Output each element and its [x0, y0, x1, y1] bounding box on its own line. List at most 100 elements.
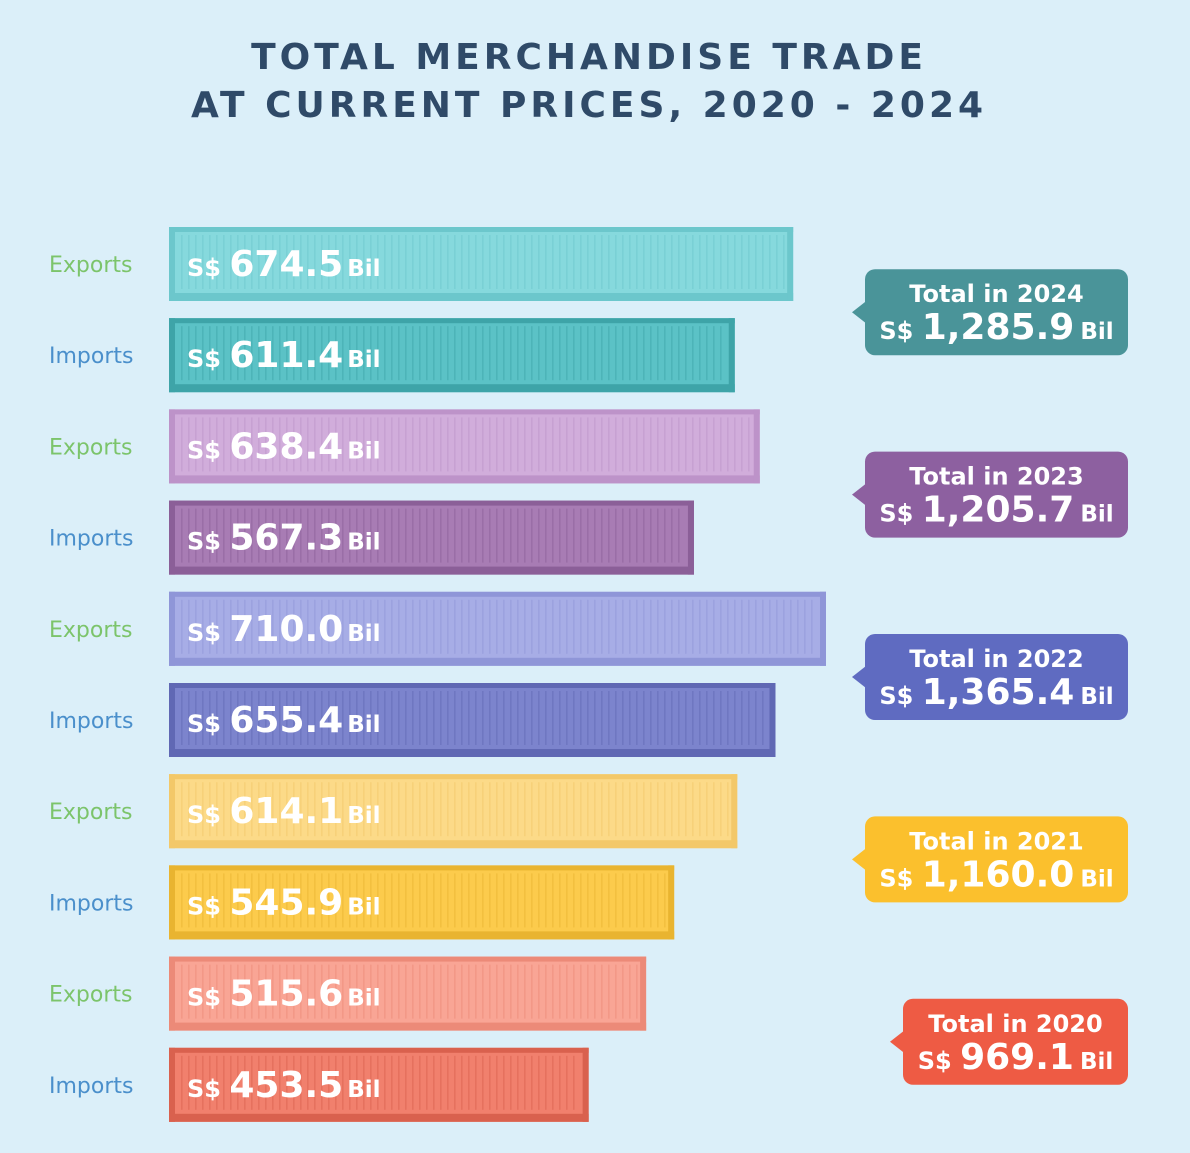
- container-bottom-rail: [169, 657, 826, 666]
- container-right-post: [582, 1047, 589, 1122]
- exports-bar-body-2021: [169, 774, 738, 849]
- container-left-post: [169, 318, 175, 393]
- container-left-post: [169, 409, 175, 484]
- container-bottom-rail: [169, 566, 694, 575]
- badge-pointer: [890, 1030, 904, 1053]
- exports-value-label-2020: S$ 515.6 Bil: [187, 974, 381, 1015]
- imports-value-label-2023: S$ 567.3 Bil: [187, 518, 381, 559]
- container-bottom-rail: [169, 1022, 647, 1031]
- container-bottom-rail: [169, 749, 776, 757]
- container-right-post: [820, 591, 826, 666]
- imports-label-2021: Imports: [49, 891, 133, 916]
- container-left-post: [169, 865, 175, 940]
- container-right-post: [769, 683, 776, 757]
- container-bottom-rail: [169, 840, 738, 849]
- exports-bar-2023: S$ 638.4 Bil: [169, 409, 760, 484]
- chart-title: TOTAL MERCHANDISE TRADE AT CURRENT PRICE…: [0, 34, 1178, 130]
- container-top-rail: [169, 318, 735, 324]
- container-ribs: [181, 417, 750, 472]
- imports-value-label-2024: S$ 611.4 Bil: [187, 335, 381, 376]
- container-top-rail: [169, 1047, 589, 1053]
- container-top-rail: [169, 683, 776, 688]
- container-ribs: [181, 782, 729, 837]
- chart-title-line2: AT CURRENT PRICES, 2020 - 2024: [190, 85, 988, 126]
- exports-value-label-2024: S$ 674.5 Bil: [187, 244, 381, 285]
- container-left-post: [169, 956, 175, 1031]
- year-group-2021: Exports S$ 614.1 Bil Imports S$ 545.9 Bil Tota…: [49, 774, 1128, 940]
- exports-label-2021: Exports: [49, 800, 132, 825]
- imports-bar-2020: S$ 453.5 Bil: [169, 1047, 589, 1122]
- exports-bar-2024: S$ 674.5 Bil: [169, 227, 794, 301]
- container-bottom-rail: [169, 293, 794, 301]
- container-bottom-rail: [169, 475, 760, 484]
- imports-bar-body-2020: [169, 1047, 589, 1122]
- exports-value-label-2021: S$ 614.1 Bil: [187, 791, 381, 832]
- exports-bar-body-2020: [169, 956, 647, 1031]
- exports-bar-2020: S$ 515.6 Bil: [169, 956, 647, 1031]
- total-value-2023: S$ 1,205.7 Bil: [879, 490, 1113, 531]
- container-top-rail: [169, 227, 794, 232]
- container-ribs: [181, 508, 680, 563]
- container-left-post: [169, 500, 175, 575]
- badge-pointer: [852, 848, 866, 871]
- container-right-post: [687, 500, 694, 575]
- container-ribs: [181, 235, 785, 289]
- total-value-2021: S$ 1,160.0 Bil: [879, 854, 1113, 895]
- container-bottom-rail: [169, 384, 735, 393]
- container-left-post: [169, 1047, 175, 1122]
- total-value-2020: S$ 969.1 Bil: [918, 1037, 1114, 1078]
- container-left-post: [169, 591, 175, 666]
- container-bottom-rail: [169, 931, 675, 940]
- exports-bar-body-2023: [169, 409, 760, 484]
- total-label-2021: Total in 2021: [909, 827, 1083, 855]
- container-top-rail: [169, 500, 694, 506]
- year-group-2020: Exports S$ 515.6 Bil Imports S$ 453.5 Bil Tota…: [49, 956, 1128, 1122]
- container-ribs: [181, 599, 813, 654]
- exports-value-label-2022: S$ 710.0 Bil: [187, 609, 381, 650]
- container-left-post: [169, 774, 175, 849]
- container-top-rail: [169, 865, 675, 871]
- exports-value-label-2023: S$ 638.4 Bil: [187, 426, 381, 467]
- container-top-rail: [169, 591, 826, 597]
- exports-bar-body-2024: [169, 227, 794, 301]
- imports-bar-2023: S$ 567.3 Bil: [169, 500, 694, 575]
- container-ribs: [181, 964, 638, 1019]
- year-group-2024: Exports S$ 674.5 Bil Imports S$ 611.4 Bil Tota…: [49, 227, 1128, 393]
- imports-bar-2021: S$ 545.9 Bil: [169, 865, 675, 940]
- container-right-post: [753, 409, 760, 484]
- badge-pointer: [852, 301, 866, 324]
- container-left-post: [169, 683, 175, 757]
- imports-bar-body-2024: [169, 318, 735, 393]
- container-right-post: [728, 318, 735, 393]
- year-group-2023: Exports S$ 638.4 Bil Imports S$ 567.3 Bil Tota…: [49, 409, 1128, 575]
- exports-label-2022: Exports: [49, 618, 132, 643]
- exports-label-2024: Exports: [49, 253, 132, 278]
- container-right-post: [668, 865, 675, 940]
- total-label-2024: Total in 2024: [909, 280, 1083, 308]
- year-group-2022: Exports S$ 710.0 Bil Imports S$ 655.4 Bil Tota…: [49, 591, 1128, 757]
- total-label-2023: Total in 2023: [909, 463, 1083, 491]
- container-left-post: [169, 227, 175, 301]
- imports-bar-2022: S$ 655.4 Bil: [169, 683, 776, 757]
- imports-label-2023: Imports: [49, 527, 133, 552]
- container-top-rail: [169, 956, 647, 962]
- chart-title-line1: TOTAL MERCHANDISE TRADE: [251, 37, 927, 78]
- imports-bar-body-2022: [169, 683, 776, 757]
- total-value-2024: S$ 1,285.9 Bil: [879, 307, 1113, 348]
- badge-pointer: [852, 483, 866, 506]
- container-bottom-rail: [169, 1113, 589, 1122]
- exports-bar-body-2022: [169, 591, 826, 666]
- imports-label-2020: Imports: [49, 1074, 133, 1099]
- imports-value-label-2022: S$ 655.4 Bil: [187, 700, 381, 741]
- badge-pointer: [852, 666, 866, 688]
- container-top-rail: [169, 409, 760, 415]
- container-right-post: [731, 774, 738, 849]
- imports-label-2024: Imports: [49, 344, 133, 369]
- total-label-2020: Total in 2020: [928, 1010, 1102, 1038]
- container-ribs: [181, 691, 764, 745]
